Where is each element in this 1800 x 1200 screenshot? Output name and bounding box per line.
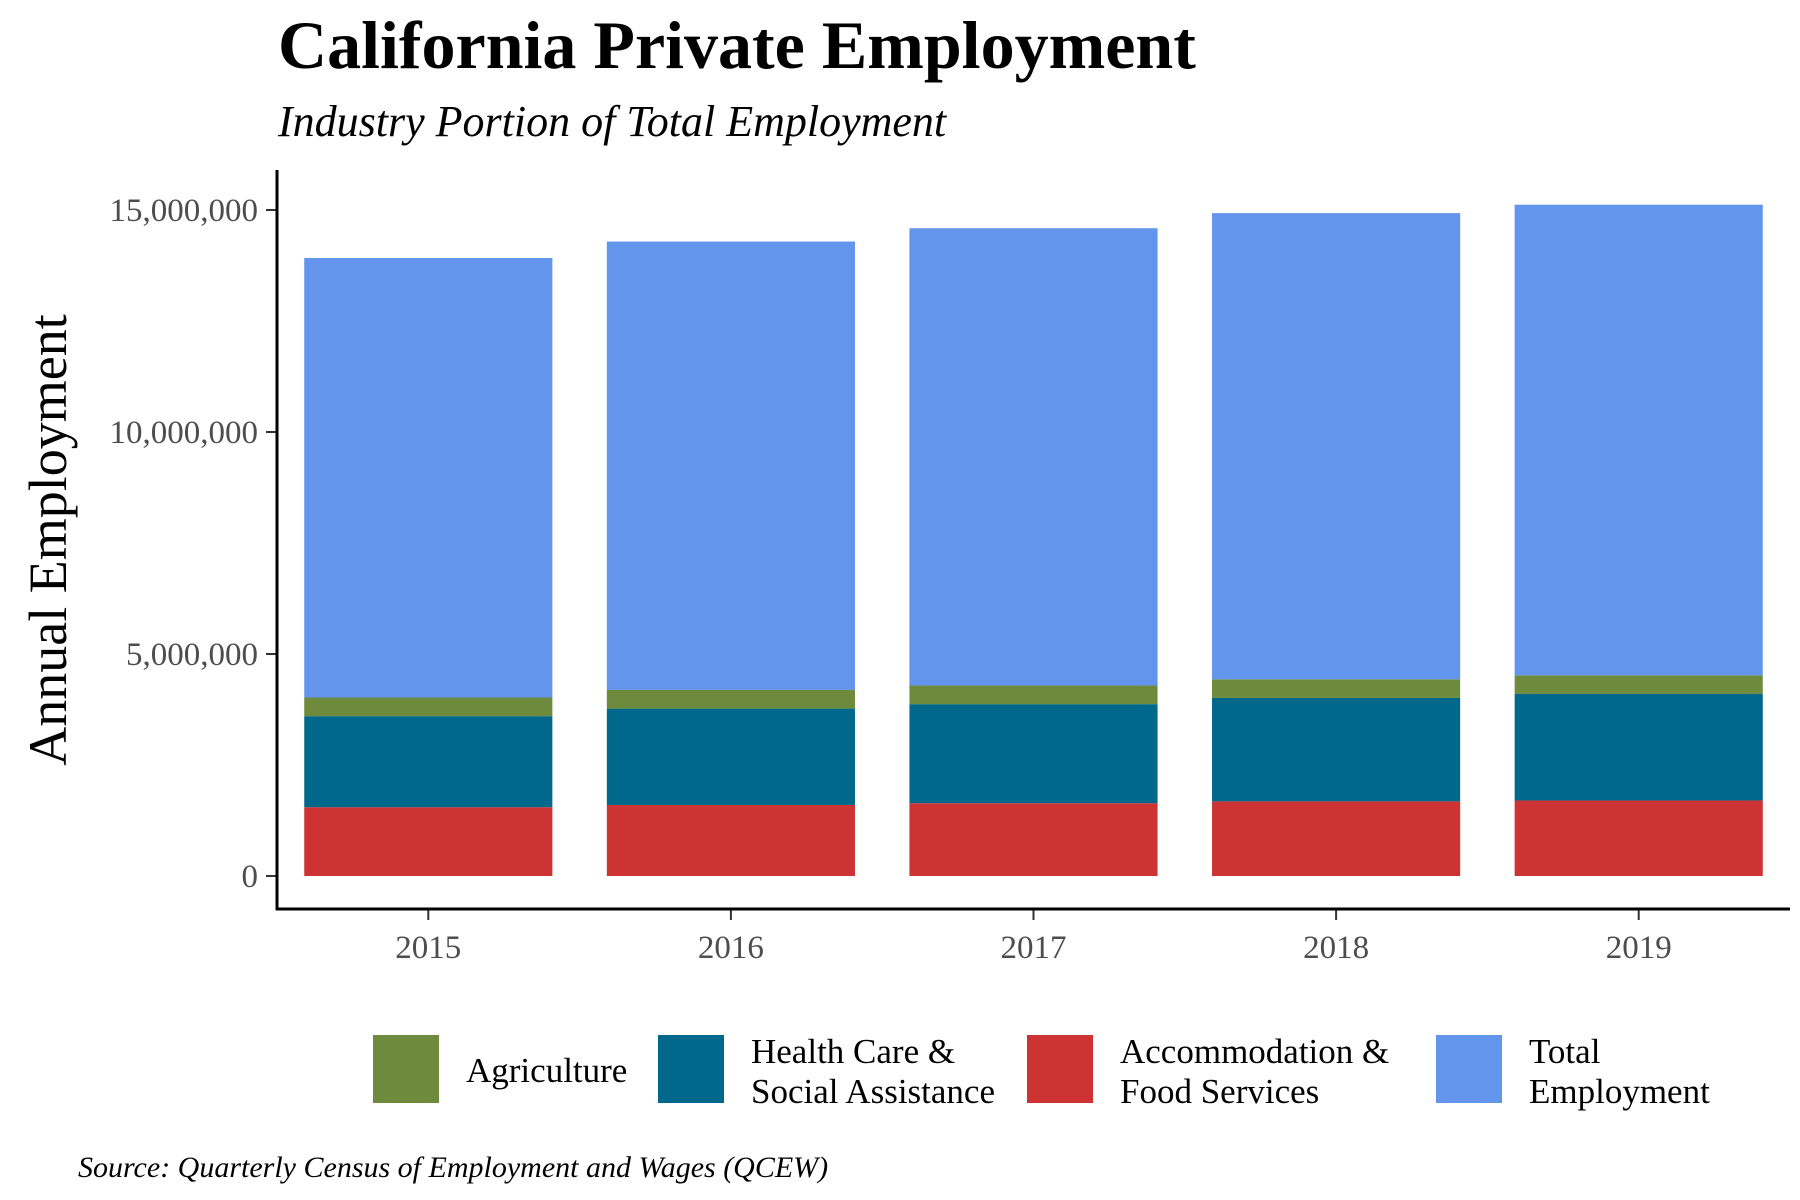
legend-item-accommodation-and-food-services: Accommodation &Food Services: [1027, 1032, 1389, 1111]
chart-subtitle: Industry Portion of Total Employment: [277, 97, 948, 146]
bar-health-care-and-social-assistance-2018: [1212, 697, 1461, 802]
y-tick-label: 10,000,000: [110, 415, 259, 451]
x-tick-label: 2019: [1606, 930, 1672, 966]
x-tick-label: 2015: [395, 930, 461, 966]
bar-agriculture-2017: [909, 685, 1158, 705]
legend: Agriculture Health Care &Social Assistanc…: [373, 1032, 1710, 1111]
bar-health-care-and-social-assistance-2016: [606, 708, 855, 805]
bar-total-employment-2015: [304, 257, 553, 698]
bar-total-employment-2019: [1514, 204, 1763, 676]
chart-title: California Private Employment: [278, 7, 1196, 83]
bar-agriculture-2019: [1514, 675, 1763, 694]
legend-item-agriculture: Agriculture: [373, 1035, 627, 1103]
bar-total-employment-2018: [1212, 213, 1461, 680]
legend-swatch: [373, 1035, 439, 1103]
bar-health-care-and-social-assistance-2017: [909, 704, 1158, 804]
legend-swatch: [1027, 1035, 1093, 1103]
y-axis: 0 5,000,000 10,000,000 15,000,000: [110, 193, 277, 895]
y-axis-label: Annual Employment: [18, 314, 78, 765]
bar-accommodation-and-food-services-2017: [909, 803, 1158, 876]
y-tick-label: 5,000,000: [126, 637, 258, 673]
bar-health-care-and-social-assistance-2015: [304, 716, 553, 808]
bar-agriculture-2016: [606, 689, 855, 709]
legend-swatch: [1436, 1035, 1502, 1103]
bar-total-employment-2017: [909, 228, 1158, 686]
x-tick-label: 2017: [1001, 930, 1067, 966]
legend-label: Health Care &: [751, 1032, 955, 1071]
bar-health-care-and-social-assistance-2019: [1514, 693, 1763, 801]
x-tick-label: 2016: [698, 930, 764, 966]
x-axis: 2015 2016 2017 2018 2019: [395, 909, 1672, 966]
legend-label: Employment: [1529, 1072, 1710, 1111]
bar-accommodation-and-food-services-2019: [1514, 800, 1763, 876]
legend-item-health-care-and-social-assistance: Health Care &Social Assistance: [658, 1032, 995, 1111]
bar-accommodation-and-food-services-2016: [606, 804, 855, 876]
bar-agriculture-2015: [304, 697, 553, 717]
legend-label: Food Services: [1120, 1072, 1319, 1111]
legend-label: Accommodation &: [1120, 1032, 1389, 1071]
bars: [304, 204, 1763, 876]
bar-agriculture-2018: [1212, 679, 1461, 698]
legend-label: Total: [1529, 1032, 1601, 1071]
bar-accommodation-and-food-services-2015: [304, 807, 553, 876]
bar-accommodation-and-food-services-2018: [1212, 801, 1461, 876]
legend-label: Social Assistance: [751, 1072, 995, 1111]
legend-label: Agriculture: [466, 1051, 627, 1090]
bar-total-employment-2016: [606, 241, 855, 690]
legend-swatch: [658, 1035, 724, 1103]
chart-caption: Source: Quarterly Census of Employment a…: [78, 1151, 828, 1184]
y-tick-label: 15,000,000: [110, 193, 259, 229]
x-tick-label: 2018: [1303, 930, 1369, 966]
y-tick-label: 0: [242, 859, 259, 895]
